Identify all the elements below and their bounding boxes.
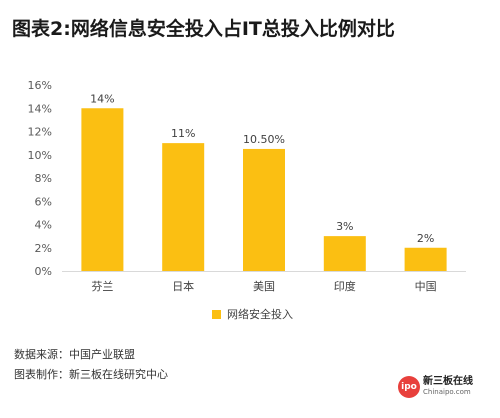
x-tick-label: 美国 — [253, 280, 275, 293]
y-tick-label: 0% — [35, 265, 52, 278]
y-tick-label: 14% — [28, 102, 52, 115]
legend: 网络安全投入 — [212, 306, 293, 322]
x-tick-label: 中国 — [415, 280, 437, 293]
bar — [243, 148, 285, 271]
logo-name: 新三板在线 — [423, 376, 473, 387]
brand-logo: ipo 新三板在线 Chinaipo.com — [398, 376, 473, 398]
bar — [323, 236, 366, 271]
chart-credit-note: 图表制作：新三板在线研究中心 — [14, 368, 168, 381]
y-axis: 0% 2% 4% 6% 8% 10% 12% 14% 16% — [28, 79, 52, 278]
bar — [162, 143, 205, 271]
data-label: 3% — [336, 220, 353, 233]
bar — [81, 108, 124, 271]
x-tick-label: 日本 — [172, 279, 194, 293]
y-tick-label: 8% — [35, 172, 52, 185]
data-label: 14% — [90, 92, 114, 105]
y-tick-label: 16% — [28, 79, 52, 92]
bar — [404, 247, 447, 271]
legend-swatch — [212, 309, 221, 319]
y-tick-label: 10% — [28, 149, 52, 162]
y-tick-label: 6% — [35, 195, 52, 208]
y-tick-label: 2% — [35, 242, 52, 255]
y-tick-label: 4% — [35, 219, 52, 232]
data-label: 11% — [171, 127, 195, 140]
bars: 14% 11% 10.50% 3% 2% — [81, 92, 447, 271]
x-tick-label: 印度 — [334, 279, 356, 293]
logo-icon: ipo — [398, 376, 420, 398]
data-label: 2% — [417, 232, 434, 245]
data-label: 10.50% — [243, 133, 285, 146]
chart-title: 图表2:网络信息安全投入占IT总投入比例对比 — [12, 18, 395, 40]
x-axis: 芬兰 日本 美国 印度 中国 — [62, 271, 466, 293]
x-tick-label: 芬兰 — [91, 280, 113, 293]
legend-label: 网络安全投入 — [227, 308, 293, 321]
y-tick-label: 12% — [28, 126, 52, 139]
data-source-note: 数据来源：中国产业联盟 — [14, 348, 135, 361]
logo-site: Chinaipo.com — [423, 388, 471, 396]
